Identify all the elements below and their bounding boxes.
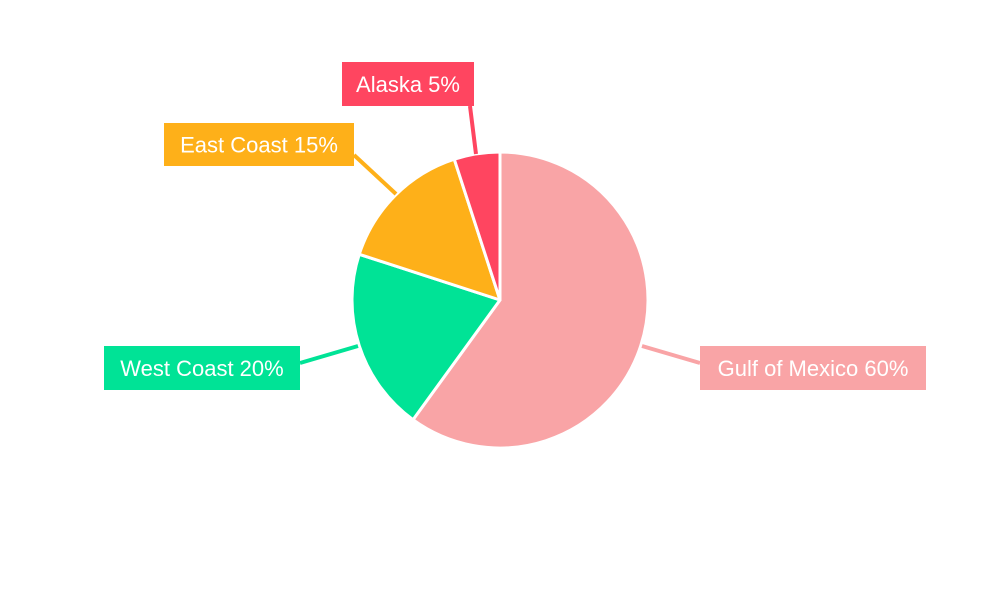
slice-label-box [104,346,300,390]
slice-labels: Gulf of Mexico 60% West Coast 20% East Coa… [104,62,926,390]
slice-label-text: East Coast 15% [180,133,338,158]
slice-label-text: Gulf of Mexico 60% [718,356,909,381]
pie-slices [350,150,650,450]
pie-slice-alaska[interactable] [452,150,502,302]
slice-label-east-coast: East Coast 15% [164,123,354,166]
pie-slice-west-coast[interactable] [350,252,502,422]
slice-label-text: Alaska 5% [356,72,460,97]
slice-label-gulf-of-mexico: Gulf of Mexico 60% [700,346,926,390]
leader-line-east-coast [352,153,398,196]
slice-label-alaska: Alaska 5% [342,62,474,106]
slice-label-west-coast: West Coast 20% [104,346,300,390]
leader-lines [299,105,701,365]
slice-label-text: West Coast 20% [120,356,283,381]
slice-label-box [164,123,354,166]
leader-line-alaska [468,105,478,155]
pie-slice-gulf-of-mexico[interactable] [411,150,650,450]
leader-line-west-coast [299,344,359,365]
slice-label-box [342,62,474,106]
leader-line-gulf-of-mexico [641,344,701,365]
slice-label-box [700,346,926,390]
